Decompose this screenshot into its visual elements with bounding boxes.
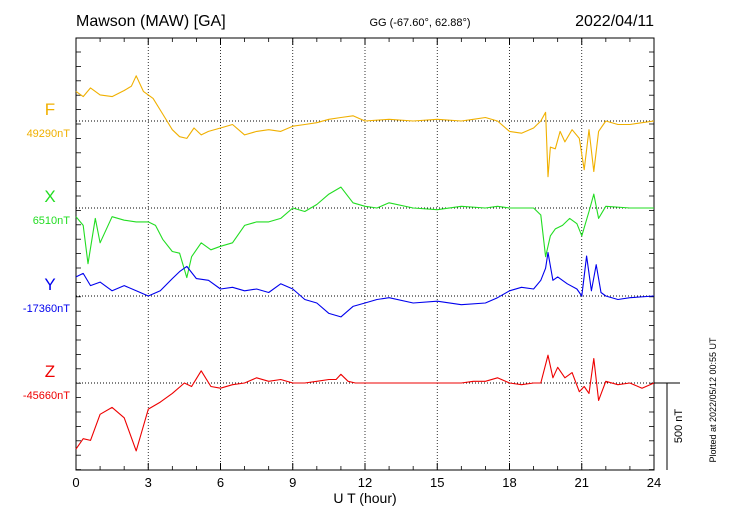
x-axis-label: U T (hour) xyxy=(333,490,396,506)
trace-f xyxy=(75,75,655,178)
x-tick-label: 9 xyxy=(289,475,296,490)
grid xyxy=(147,38,583,470)
baseline-value-x: 6510nT xyxy=(33,215,71,227)
baseline-value-y: -17360nT xyxy=(23,303,70,315)
plotted-timestamp: Plotted at 2022/05/12 00:55 UT xyxy=(708,337,718,463)
chart-title: Mawson (MAW) [GA] xyxy=(76,13,226,30)
x-tick-label: 18 xyxy=(502,475,516,490)
series-name-f: F xyxy=(45,100,55,119)
x-tick-label: 6 xyxy=(217,475,224,490)
trace-y xyxy=(75,251,655,318)
series-labels: F 49290nT X 6510nT Y -17360nT Z -45660nT xyxy=(23,100,70,402)
x-tick-label: 21 xyxy=(575,475,589,490)
axis-ticks xyxy=(75,38,655,471)
series-name-x: X xyxy=(44,187,55,206)
scale-bar-label: 500 nT xyxy=(673,409,685,444)
series-name-y: Y xyxy=(44,275,55,294)
x-tick-label: 15 xyxy=(430,475,444,490)
station-coordinates: GG (-67.60°, 62.88°) xyxy=(369,17,470,29)
x-tick-labels: 0 3 6 9 12 15 18 21 24 xyxy=(72,475,661,490)
x-tick-label: 12 xyxy=(358,475,372,490)
x-tick-label: 3 xyxy=(145,475,152,490)
x-tick-label: 0 xyxy=(72,475,79,490)
x-tick-label: 24 xyxy=(647,475,661,490)
traces xyxy=(75,75,655,452)
scale-bar: 500 nT xyxy=(654,382,685,470)
trace-x xyxy=(75,186,654,279)
series-name-z: Z xyxy=(45,362,55,381)
trace-z xyxy=(75,354,655,452)
baseline-value-z: -45660nT xyxy=(23,390,70,402)
chart-date: 2022/04/11 xyxy=(575,13,654,30)
baseline-value-f: 49290nT xyxy=(27,128,71,140)
